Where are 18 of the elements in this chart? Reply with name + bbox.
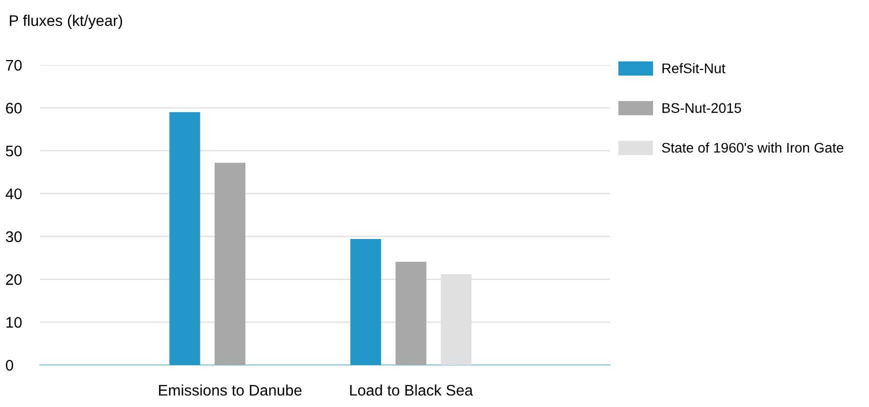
y-tick-label: 10 xyxy=(6,317,22,328)
legend-label: RefSit-Nut xyxy=(662,63,726,74)
x-tick-label: Emissions to Danube xyxy=(159,384,302,396)
bar xyxy=(214,162,246,365)
y-tick-label: 70 xyxy=(6,60,22,71)
bar xyxy=(396,262,426,365)
y-tick-label: 50 xyxy=(6,146,22,156)
y-tick-label: 40 xyxy=(6,188,22,200)
x-tick-label: Load to Black Sea xyxy=(350,384,473,396)
y-tick-label: 20 xyxy=(6,274,22,285)
y-axis-title: P fluxes (kt/year) xyxy=(10,14,122,29)
y-tick-label: 30 xyxy=(6,231,22,242)
y-tick-label: 0 xyxy=(6,360,14,371)
y-tick-label: 60 xyxy=(6,102,22,114)
bar xyxy=(350,239,382,365)
bar xyxy=(169,112,200,365)
legend-label: State of 1960's with Iron Gate xyxy=(662,142,844,153)
legend-label: BS-Nut-2015 xyxy=(662,103,742,113)
